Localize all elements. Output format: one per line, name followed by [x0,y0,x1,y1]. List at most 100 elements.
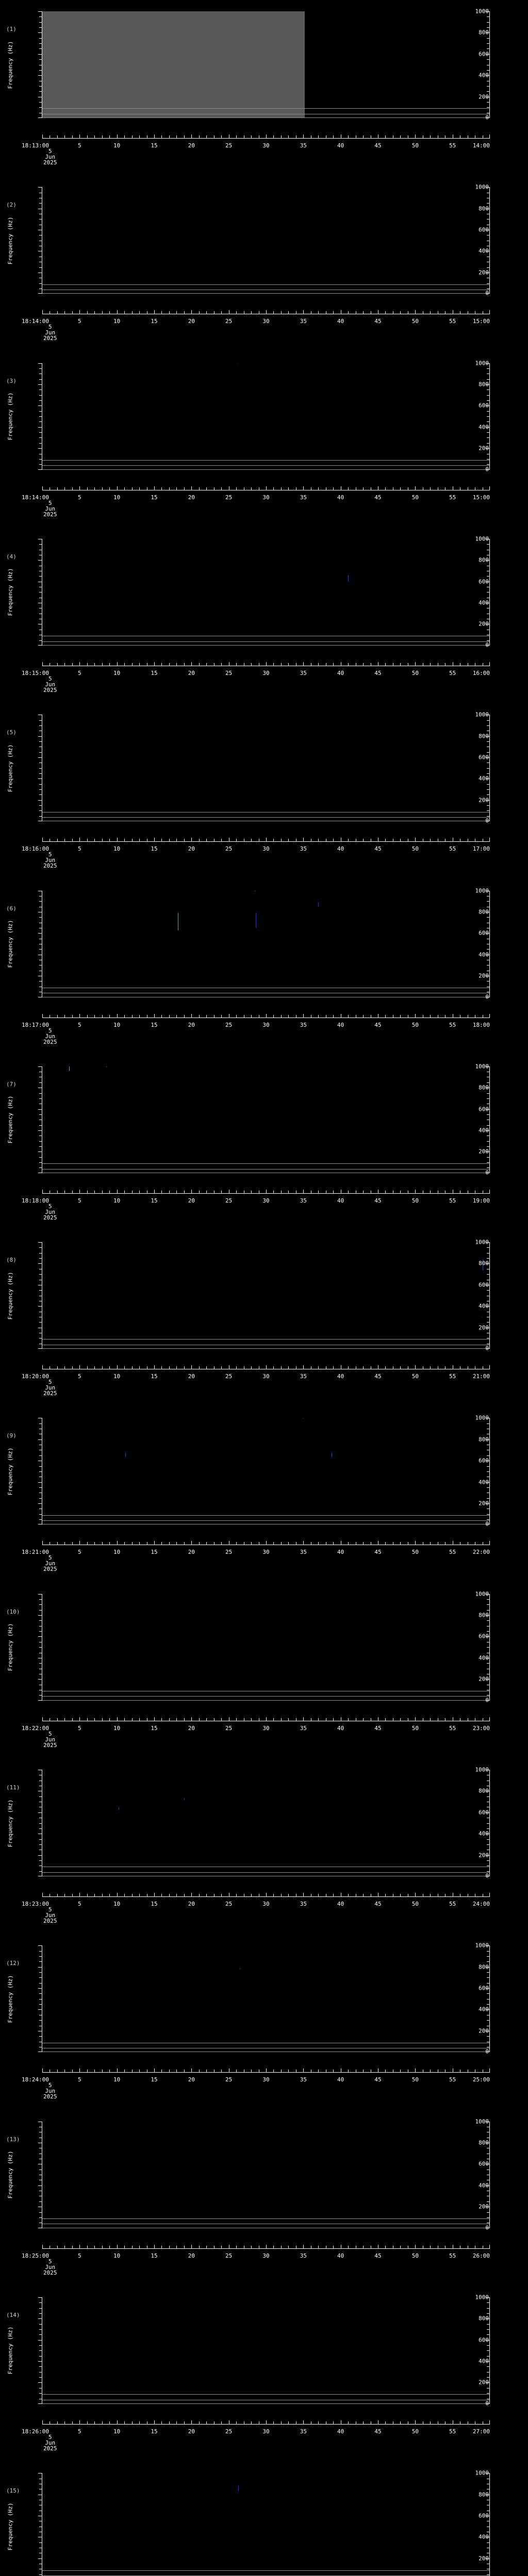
x-tick [266,310,267,314]
date-part: 5 [48,1202,52,1210]
x-tick [94,2245,95,2248]
y-tick [487,432,489,433]
y-tick [487,411,489,412]
x-tick [318,1718,319,1721]
y-tick [486,1439,489,1440]
x-tick [236,311,237,314]
y-tick [39,86,42,87]
reference-line [42,817,490,818]
x-tick [445,487,446,490]
plot-area [42,11,490,118]
x-tick [280,1542,282,1545]
x-tick-label: 30 [262,142,270,149]
y-tick [39,203,42,204]
y-tick [487,1498,489,1499]
y-tick [39,1114,42,1115]
y-tick [487,416,489,417]
x-tick [154,2420,155,2424]
x-tick-label: 40 [337,669,344,676]
y-tick [486,1615,489,1616]
date-part: Jun [45,2088,56,2095]
date-part: 5 [48,148,52,155]
y-tick [39,16,42,18]
y-tick [486,293,489,294]
x-tick [430,311,431,314]
x-tick [199,2245,200,2248]
x-tick [206,1366,207,1369]
x-tick-label: 10 [113,1021,121,1028]
y-axis-right [486,363,490,470]
x-tick [288,1542,289,1545]
y-tick-label: 1000 [475,8,489,15]
y-tick-label: 800 [478,908,489,916]
y-tick [39,421,42,422]
x-tick [348,1894,349,1896]
y-tick [487,576,489,577]
x-tick-label: 25 [225,1197,233,1204]
x-tick [363,1718,364,1721]
y-tick [487,1871,489,1872]
x-tick [124,487,125,490]
x-tick [318,2070,319,2073]
x-tick-label: 15 [151,142,158,149]
x-tick [363,663,364,666]
x-tick [400,1366,401,1369]
reference-line [42,641,490,642]
y-tick [38,2340,42,2341]
x-tick-label: 50 [411,1901,419,1907]
panel-number: (9) [6,1432,16,1439]
y-tick-label: 200 [478,1852,489,1859]
y-tick-label: 200 [478,796,489,804]
panel-number: (11) [6,1784,20,1791]
x-tick [199,1014,200,1018]
y-tick [486,2297,489,2298]
x-tick [363,2421,364,2424]
date-part: Jun [45,857,56,864]
x-tick [206,311,207,314]
x-tick [333,2245,334,2248]
y-tick-label: 600 [478,1457,489,1464]
panel-number: (13) [6,2136,20,2143]
y-tick [486,1679,489,1680]
y-tick [486,2185,489,2186]
x-tick [191,1541,192,1545]
x-tick [57,2245,58,2248]
x-tick [79,838,80,842]
x-tick [221,2421,222,2424]
x-tick [176,1366,177,1369]
x-tick-label: 15 [151,1373,158,1380]
x-tick [124,2245,125,2248]
x-tick [102,1542,103,1545]
y-tick-label: 600 [478,50,489,58]
x-tick [161,1894,162,1896]
x-tick [191,1013,192,1018]
x-axis [42,838,490,842]
y-tick [39,1146,42,1147]
y-tick [487,2217,489,2218]
y-tick [487,395,489,396]
x-tick [363,135,364,138]
y-tick [487,27,489,28]
spectrogram-panel: (9) Frequency (Hz) 0 200 400 600 800 1000 18:21:… [0,1406,528,1582]
x-tick [288,2070,289,2073]
y-tick-label: 200 [478,2379,489,2386]
reference-line [42,1696,490,1697]
date-stack: 5 Jun 2025 [43,2259,57,2276]
x-tick [154,2069,155,2073]
y-tick-label: 600 [478,1281,489,1289]
x-tick [176,1894,177,1896]
y-tick [487,86,489,87]
y-tick-label: 400 [478,2182,489,2189]
date-part: Jun [45,2439,56,2446]
y-axis-label: Frequency (Hz) [7,2502,14,2551]
date-part: Jun [45,1912,56,1919]
date-part: Jun [45,1208,56,1215]
x-tick [303,2244,304,2248]
y-tick-label: 1000 [475,1590,489,1598]
x-tick [124,1718,125,1721]
reference-line [42,1339,490,1340]
date-part: 2025 [43,1390,57,1397]
y-tick-label: 800 [478,1084,489,1091]
x-tick [169,1718,170,1721]
x-tick [415,838,416,842]
